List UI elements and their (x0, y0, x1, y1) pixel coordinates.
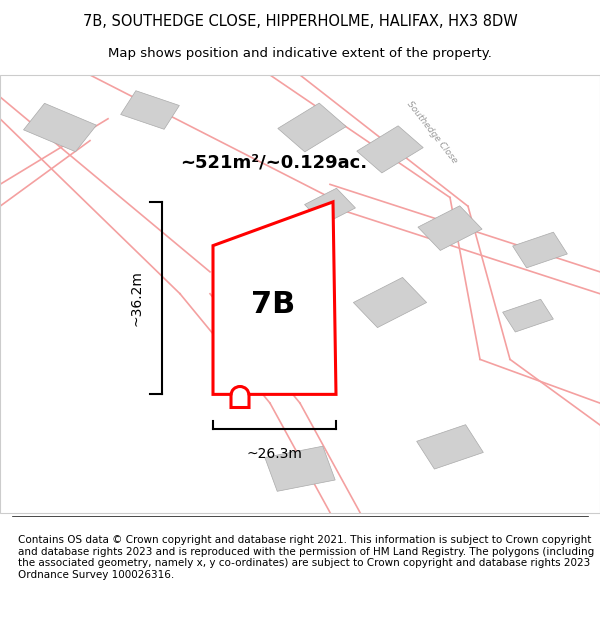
Polygon shape (213, 202, 336, 408)
Polygon shape (512, 232, 568, 268)
Polygon shape (243, 279, 303, 349)
Text: 7B, SOUTHEDGE CLOSE, HIPPERHOLME, HALIFAX, HX3 8DW: 7B, SOUTHEDGE CLOSE, HIPPERHOLME, HALIFA… (83, 14, 517, 29)
Text: ~26.3m: ~26.3m (247, 447, 302, 461)
Text: Southedge Close: Southedge Close (405, 99, 459, 164)
Polygon shape (357, 126, 423, 173)
Polygon shape (353, 278, 427, 328)
Polygon shape (278, 103, 346, 152)
Polygon shape (416, 424, 484, 469)
Polygon shape (265, 446, 335, 491)
Polygon shape (121, 91, 179, 129)
Polygon shape (23, 103, 97, 152)
Text: ~36.2m: ~36.2m (130, 270, 144, 326)
Text: 7B: 7B (251, 290, 295, 319)
Text: Contains OS data © Crown copyright and database right 2021. This information is : Contains OS data © Crown copyright and d… (18, 535, 594, 580)
Polygon shape (503, 299, 553, 332)
Text: ~521m²/~0.129ac.: ~521m²/~0.129ac. (180, 154, 367, 171)
Text: Map shows position and indicative extent of the property.: Map shows position and indicative extent… (108, 48, 492, 61)
Polygon shape (418, 206, 482, 251)
Polygon shape (305, 188, 355, 224)
